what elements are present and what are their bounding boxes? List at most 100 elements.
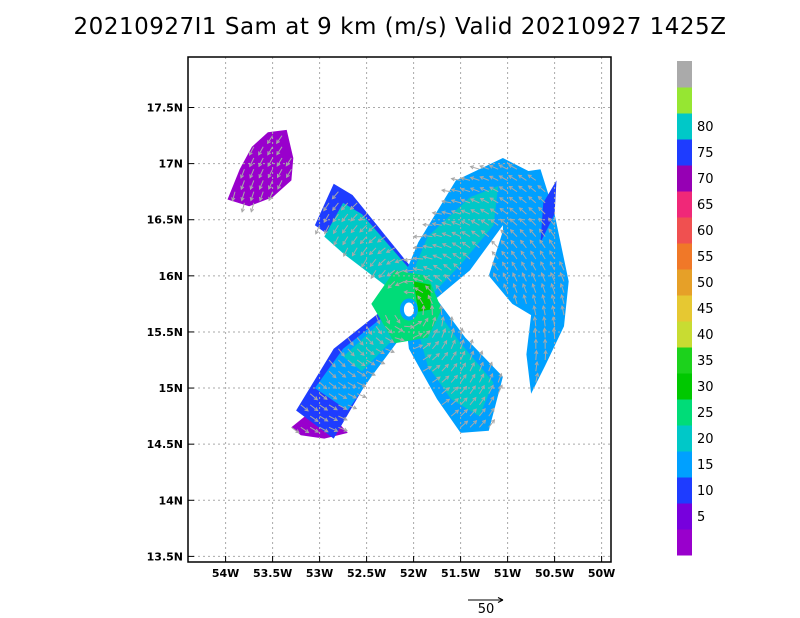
wind-vector [413,278,424,282]
wind-vector-head [249,185,254,191]
wind-vector-head [277,173,281,179]
wind-vector [541,272,546,282]
wind-vector [460,363,466,372]
wind-vector [413,333,423,339]
wind-vector-head [489,208,495,213]
lat-tick-label: 15N [158,382,183,395]
wind-vector-head [470,361,475,367]
wind-vector-head [417,320,423,325]
wind-vector [511,251,518,260]
wind-vector-head [469,198,475,203]
wind-vector-head [510,239,515,245]
wind-vector-head [341,229,346,234]
wind-vector [356,381,366,387]
wind-vector-head [342,395,348,399]
wind-vector [538,218,546,226]
wind-vector-head [488,361,493,366]
wind-vector-head [542,327,547,332]
wind-vector-head [333,395,338,400]
wind-vector-head [462,374,467,379]
wind-vector-head [387,284,392,289]
wind-vector-head [472,396,477,402]
wind-vector-head [551,327,557,332]
wind-vector-head [498,164,503,169]
wind-vector-head [418,344,424,349]
nw-arm [324,202,414,293]
wind-vector [250,180,255,190]
wind-vector-head [490,240,496,245]
wind-vector [478,385,485,394]
wind-vector [350,213,358,222]
wind-vector-head [550,282,555,288]
wind-vector-head [249,151,253,156]
wind-vector-head [426,330,431,335]
wind-vector [249,169,255,178]
lat-tick-label: 17.5N [147,102,183,115]
wind-vector [559,261,565,271]
wind-vector [432,212,442,215]
wind-vector [480,198,490,204]
wind-vector [328,426,338,432]
wind-vector-head [479,198,485,202]
wind-vector [552,317,556,327]
wind-vector [425,285,433,294]
wind-vector-head [341,217,346,223]
wind-vector [479,165,489,170]
wind-vector [328,382,337,389]
wind-vector-head [481,407,486,413]
wind-vector [451,221,461,226]
wind-vector [432,233,442,238]
wind-vector-head [548,217,553,222]
wind-vector [462,241,471,249]
wind-vector [369,258,377,267]
wind-vector [338,359,346,367]
wind-vector-head [508,207,514,212]
wind-vector [442,211,452,215]
wind-vector [500,218,508,226]
wind-vector-head [386,260,391,265]
wind-vector [258,157,264,167]
wind-vector-head [471,373,476,379]
wind-vector-head [489,372,494,378]
wind-vector [539,239,546,249]
wind-vector-head [462,362,466,367]
wind-vector [309,393,318,401]
wind-vector [460,351,466,361]
wind-vector [489,186,499,193]
wind-vector-head [509,218,514,223]
wind-vector-head [323,395,328,400]
wind-vector-head [453,362,458,368]
wind-vector [394,314,401,324]
wind-vector [450,328,455,338]
wind-vector [347,370,356,378]
colorbar-label: 35 [697,354,714,369]
wind-vector-head [443,263,448,268]
colorbar-label: 80 [697,120,714,135]
wind-vector-head [519,228,524,234]
wind-vector [488,408,495,417]
wind-vector-head [442,327,447,333]
wind-vector [387,269,396,277]
wind-vector [370,269,377,279]
wind-vector-head [543,349,548,355]
wind-vector [386,258,396,265]
wind-vector [342,225,349,234]
wind-vector-head [418,332,423,337]
wind-vector-head [550,293,555,299]
wind-vector-head [331,363,336,368]
wind-vector-head [543,338,548,343]
wind-vector [443,264,452,271]
wind-vector-head [360,251,365,257]
wind-vector-head [368,239,373,244]
wind-vector-head [394,259,400,264]
wind-vector [530,250,537,260]
wind-vector [422,342,431,350]
wind-vector [518,185,527,193]
wind-vector [502,272,509,282]
wind-vector [441,340,448,350]
wind-vector-head [529,228,534,233]
wind-vector-head [276,151,281,156]
wind-vector-head [359,228,364,233]
wind-vector-head [532,316,538,321]
wind-vector [249,157,255,167]
